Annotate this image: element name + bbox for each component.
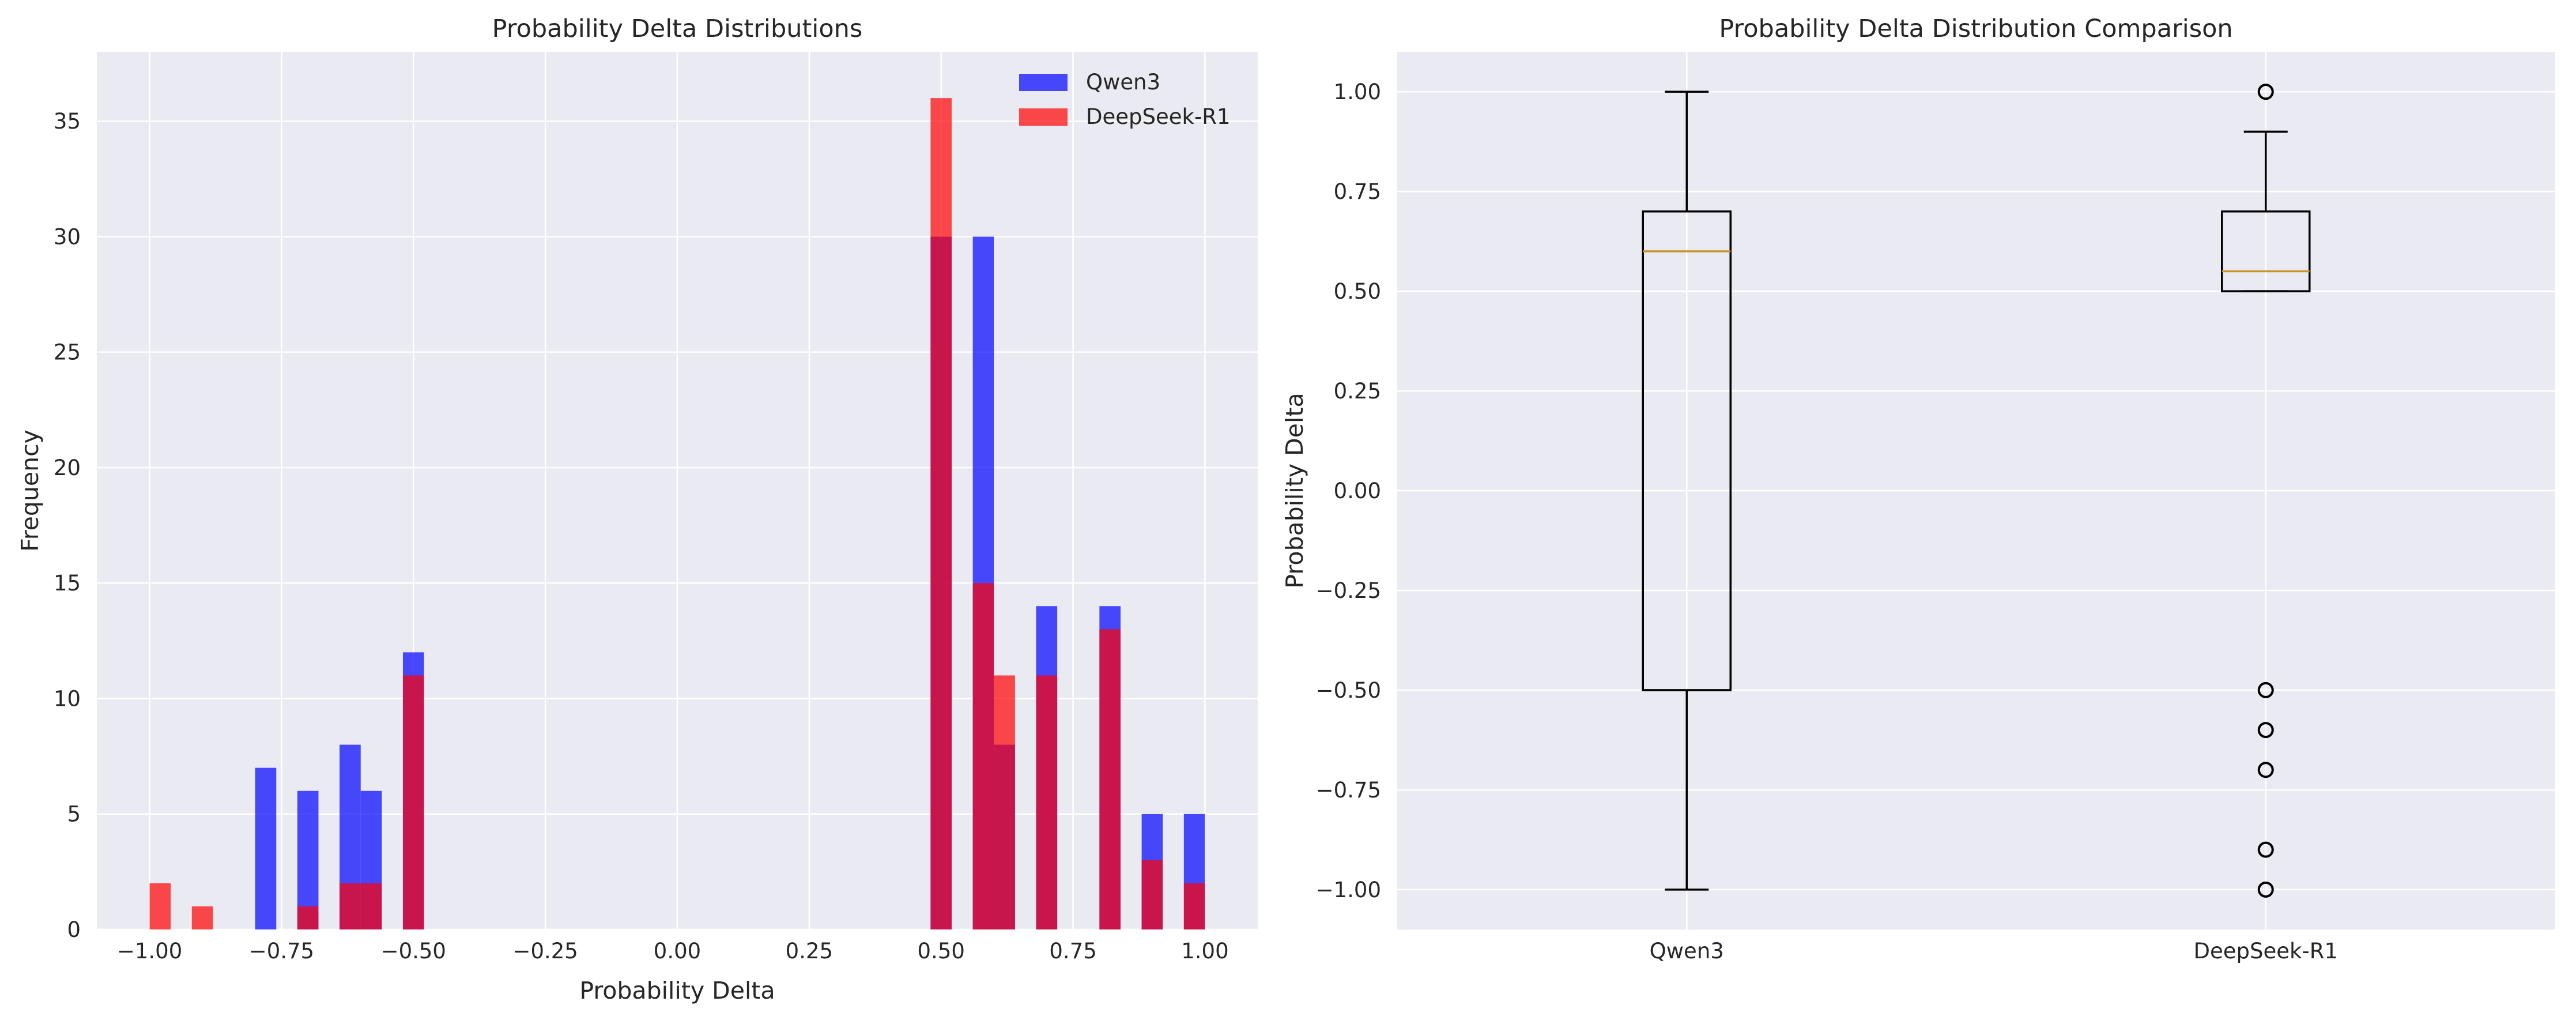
x-tick-label: −0.50 bbox=[381, 939, 446, 963]
x-tick-label: DeepSeek-R1 bbox=[2193, 939, 2338, 963]
x-tick-label: −0.25 bbox=[512, 939, 578, 963]
x-tick-label: Qwen3 bbox=[1650, 939, 1724, 963]
box-deepseek-r1 bbox=[2221, 84, 2311, 898]
histogram-x-axis-label: Probability Delta bbox=[579, 977, 775, 1004]
histogram-title: Probability Delta Distributions bbox=[492, 14, 863, 43]
series-deepseek-r1 bbox=[149, 98, 1205, 930]
histogram-bar bbox=[191, 906, 213, 929]
y-tick-label: 0 bbox=[67, 917, 81, 942]
outlier-point bbox=[2257, 682, 2274, 698]
x-tick-label: 0.75 bbox=[1049, 939, 1096, 963]
x-tick-label: 0.50 bbox=[918, 939, 965, 963]
y-tick-label: 25 bbox=[54, 340, 81, 365]
histogram-bar bbox=[1099, 629, 1121, 929]
histogram-bar bbox=[1036, 675, 1058, 929]
y-tick-label: 0.25 bbox=[1334, 379, 1381, 404]
histogram-bar bbox=[149, 883, 171, 929]
histogram-bar bbox=[994, 675, 1015, 929]
legend-label: DeepSeek-R1 bbox=[1086, 104, 1231, 129]
histogram-bar bbox=[340, 883, 361, 929]
y-tick-label: −1.00 bbox=[1316, 878, 1381, 902]
y-tick-label: −0.25 bbox=[1316, 578, 1381, 603]
histogram-grid bbox=[97, 52, 1258, 931]
outlier-point bbox=[2257, 722, 2274, 739]
y-tick-label: 1.00 bbox=[1334, 80, 1381, 104]
boxplot-x-ticks: Qwen3 DeepSeek-R1 bbox=[1650, 939, 2338, 963]
legend-label: Qwen3 bbox=[1086, 70, 1160, 95]
outlier-point bbox=[2257, 762, 2274, 778]
histogram-axes: −1.00 −0.75 −0.50 −0.25 0.00 0.25 0.50 0.75 1.00… bbox=[16, 14, 1258, 1004]
y-tick-label: 15 bbox=[54, 571, 81, 596]
y-tick-label: 0.50 bbox=[1334, 279, 1381, 304]
y-tick-label: 10 bbox=[54, 686, 81, 711]
x-tick-label: 0.25 bbox=[786, 939, 833, 963]
legend-swatch bbox=[1019, 108, 1068, 126]
histogram-bar bbox=[930, 98, 952, 930]
histogram-bars bbox=[149, 98, 1205, 930]
y-tick-label: −0.50 bbox=[1316, 678, 1381, 703]
y-tick-label: 20 bbox=[54, 456, 81, 480]
histogram-x-ticks: −1.00 −0.75 −0.50 −0.25 0.00 0.25 0.50 0.75 1.00 bbox=[117, 939, 1229, 963]
y-tick-label: 0.00 bbox=[1334, 479, 1381, 503]
y-tick-label: 35 bbox=[54, 109, 81, 134]
histogram-bar bbox=[1141, 860, 1163, 929]
y-tick-label: −0.75 bbox=[1316, 778, 1381, 803]
boxplot-y-axis-label: Probability Delta bbox=[1281, 393, 1308, 588]
x-tick-label: 1.00 bbox=[1181, 939, 1228, 963]
outlier-point bbox=[2257, 84, 2274, 100]
boxplot-boxes bbox=[1642, 84, 2311, 898]
x-tick-label: −0.75 bbox=[249, 939, 314, 963]
histogram-legend: Qwen3 DeepSeek-R1 bbox=[1019, 70, 1231, 129]
boxplot-title: Probability Delta Distribution Compariso… bbox=[1719, 14, 2232, 43]
y-tick-label: 30 bbox=[54, 224, 81, 249]
histogram-bar bbox=[297, 906, 319, 929]
iqr-box bbox=[2221, 210, 2311, 292]
y-tick-label: 0.75 bbox=[1334, 179, 1381, 204]
iqr-box bbox=[1642, 210, 1732, 691]
histogram-bar bbox=[972, 583, 994, 929]
legend-swatch bbox=[1019, 74, 1068, 91]
histogram-bar bbox=[1183, 883, 1205, 929]
histogram-y-ticks: 0 5 10 15 20 25 30 35 bbox=[54, 109, 81, 942]
histogram-bar bbox=[255, 767, 277, 929]
boxplot-axes: Qwen3 DeepSeek-R1 −1.00 −0.75 −0.50 −0.25 0.0… bbox=[1281, 14, 2555, 963]
histogram-bar bbox=[402, 675, 424, 929]
outlier-point bbox=[2257, 881, 2274, 898]
histogram-y-axis-label: Frequency bbox=[16, 430, 44, 552]
x-tick-label: 0.00 bbox=[654, 939, 701, 963]
histogram-bar bbox=[360, 883, 382, 929]
y-tick-label: 5 bbox=[67, 802, 81, 827]
outlier-point bbox=[2257, 841, 2274, 858]
box-qwen3 bbox=[1642, 91, 1732, 891]
x-tick-label: −1.00 bbox=[117, 939, 182, 963]
boxplot-y-ticks: −1.00 −0.75 −0.50 −0.25 0.00 0.25 0.50 0.75 1.00 bbox=[1316, 80, 1381, 902]
